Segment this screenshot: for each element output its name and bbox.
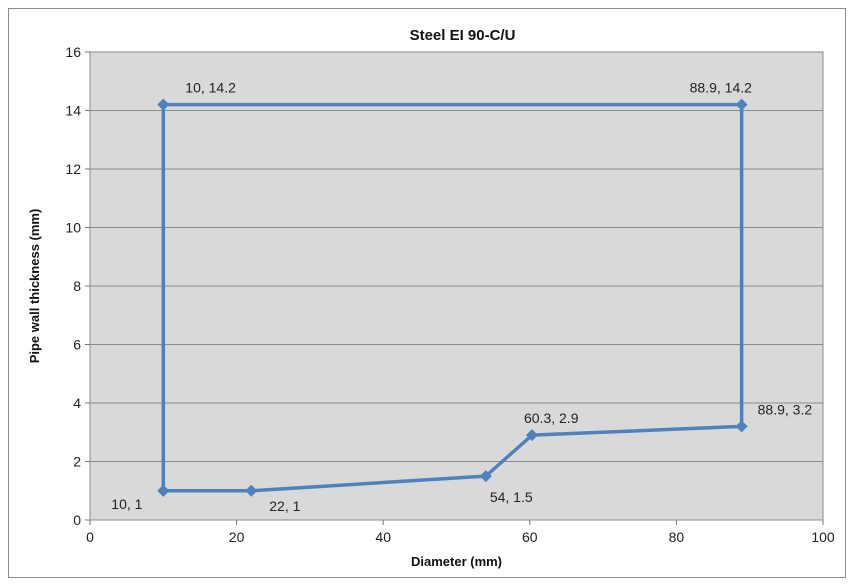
x-tick-label: 80 [669, 529, 685, 545]
data-point-marker [157, 98, 170, 111]
x-tick-label: 20 [229, 529, 245, 545]
data-point-marker [245, 484, 258, 497]
y-tick-label: 16 [65, 44, 81, 60]
data-point-marker [157, 484, 170, 497]
y-axis-ticks: 0 2 4 6 8 10 12 14 16 [65, 44, 90, 528]
y-tick-label: 0 [73, 512, 81, 528]
y-tick-label: 2 [73, 454, 81, 470]
y-tick-label: 8 [73, 278, 81, 294]
x-tick-label: 60 [522, 529, 538, 545]
gridlines [90, 51, 823, 462]
y-tick-label: 14 [65, 103, 81, 119]
y-tick-label: 4 [73, 395, 81, 411]
data-label: 88.9, 14.2 [690, 80, 752, 96]
x-tick-label: 100 [811, 529, 835, 545]
data-label: 60.3, 2.9 [524, 410, 579, 426]
y-tick-label: 12 [65, 161, 81, 177]
data-label: 54, 1.5 [490, 489, 533, 505]
data-label: 10, 1 [111, 496, 142, 512]
data-labels: 10, 1 22, 1 54, 1.5 60.3, 2.9 88.9, 3.2 88.9,… [111, 80, 812, 514]
data-point-marker [525, 429, 538, 442]
data-point-marker [479, 470, 492, 483]
data-label: 10, 14.2 [185, 80, 236, 96]
chart-title: Steel EI 90-C/U [410, 27, 516, 44]
x-axis-ticks: 0 20 40 60 80 100 [86, 520, 835, 545]
data-label: 22, 1 [269, 498, 300, 514]
x-tick-label: 0 [86, 529, 94, 545]
data-point-marker [735, 98, 748, 111]
series-line [161, 102, 744, 493]
y-axis-title: Pipe wall thickness (mm) [27, 209, 42, 364]
x-axis-title: Diameter (mm) [411, 554, 502, 569]
y-tick-label: 6 [73, 337, 81, 353]
x-tick-label: 40 [375, 529, 391, 545]
series-layer [157, 98, 748, 497]
data-label: 88.9, 3.2 [758, 401, 813, 417]
data-point-marker [735, 420, 748, 433]
y-tick-label: 10 [65, 220, 81, 236]
